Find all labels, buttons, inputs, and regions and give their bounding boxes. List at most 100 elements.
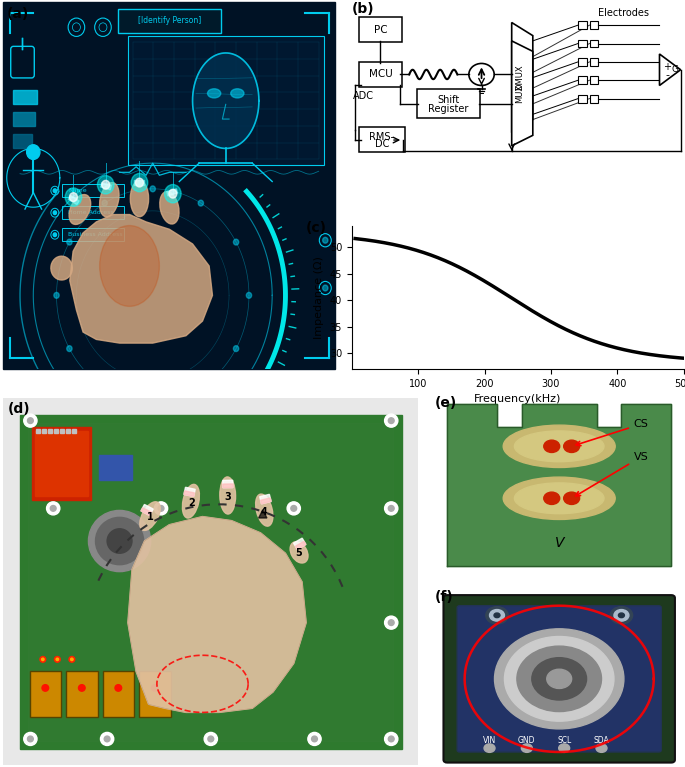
Text: Electrodes: Electrodes [598,8,649,18]
Circle shape [104,736,110,742]
Bar [578,94,586,103]
Circle shape [102,180,110,189]
Text: PC: PC [373,25,387,35]
FancyBboxPatch shape [360,62,401,87]
Circle shape [208,736,214,742]
Circle shape [42,685,49,691]
Circle shape [521,744,532,752]
Circle shape [97,176,114,194]
Text: (c): (c) [306,221,326,235]
Polygon shape [259,510,267,518]
Text: Home Address: Home Address [68,210,114,216]
Circle shape [388,620,394,626]
Polygon shape [660,54,681,85]
Circle shape [384,502,398,515]
Circle shape [66,239,72,245]
Text: GND: GND [518,736,536,745]
FancyBboxPatch shape [443,595,675,762]
Text: CS: CS [576,419,649,446]
Circle shape [198,385,203,390]
Bar [42,429,46,433]
Text: 2: 2 [188,498,195,508]
Circle shape [65,188,82,206]
Text: 4: 4 [260,506,267,517]
Text: (e): (e) [435,397,457,410]
Text: Name: Name [68,188,87,193]
Circle shape [504,637,614,721]
Circle shape [484,744,495,752]
Bar [48,429,52,433]
Ellipse shape [256,494,273,526]
Text: DC: DC [375,140,389,150]
Text: G: G [671,65,678,74]
Ellipse shape [290,542,308,563]
Bar [223,480,233,488]
Ellipse shape [160,192,179,224]
Circle shape [291,505,297,512]
Circle shape [50,505,56,512]
FancyBboxPatch shape [62,228,124,242]
Circle shape [596,744,607,752]
Circle shape [495,629,624,729]
Bar [99,456,132,480]
X-axis label: Frequency(kHz): Frequency(kHz) [474,394,562,404]
Bar [260,495,271,504]
Text: MCU: MCU [369,69,393,79]
Polygon shape [447,404,671,565]
Circle shape [24,414,37,427]
Circle shape [40,657,46,662]
Bar [578,76,586,84]
Circle shape [69,193,77,202]
Text: (b): (b) [352,2,375,15]
Text: 3: 3 [224,492,231,502]
Circle shape [95,518,144,565]
Bar [223,484,233,488]
Text: 5: 5 [295,548,302,558]
Circle shape [469,64,494,85]
Circle shape [619,613,625,617]
Text: Register: Register [428,104,469,114]
Circle shape [490,610,504,621]
Text: RMS-: RMS- [369,132,395,142]
Circle shape [71,658,73,660]
Bar [184,487,195,496]
Circle shape [532,657,586,700]
Circle shape [564,440,580,453]
Circle shape [564,492,580,505]
Circle shape [27,145,40,160]
Bar [34,431,88,496]
Bar [578,40,586,48]
Bar [578,21,586,29]
Text: VIN: VIN [483,736,496,745]
Y-axis label: Impedance (Ω): Impedance (Ω) [314,256,324,339]
Bar [141,505,153,515]
Circle shape [384,732,398,746]
Circle shape [53,211,57,215]
FancyBboxPatch shape [139,671,171,717]
Bar [590,40,598,48]
Bar [141,508,151,515]
Circle shape [494,613,500,617]
FancyBboxPatch shape [62,206,124,219]
Ellipse shape [514,483,604,514]
Circle shape [559,744,570,752]
Circle shape [384,616,398,629]
Circle shape [150,399,155,405]
Circle shape [151,685,158,691]
FancyBboxPatch shape [360,18,401,42]
Ellipse shape [130,180,149,217]
Ellipse shape [51,256,73,280]
Ellipse shape [220,477,236,514]
Polygon shape [512,41,533,146]
Ellipse shape [208,89,221,98]
Circle shape [47,502,60,515]
FancyBboxPatch shape [457,606,661,752]
Circle shape [308,732,321,746]
Circle shape [287,502,301,515]
Circle shape [27,736,34,742]
Circle shape [169,189,177,198]
Circle shape [610,607,633,624]
Circle shape [312,736,317,742]
Circle shape [323,285,328,291]
Text: ADC: ADC [353,91,374,101]
